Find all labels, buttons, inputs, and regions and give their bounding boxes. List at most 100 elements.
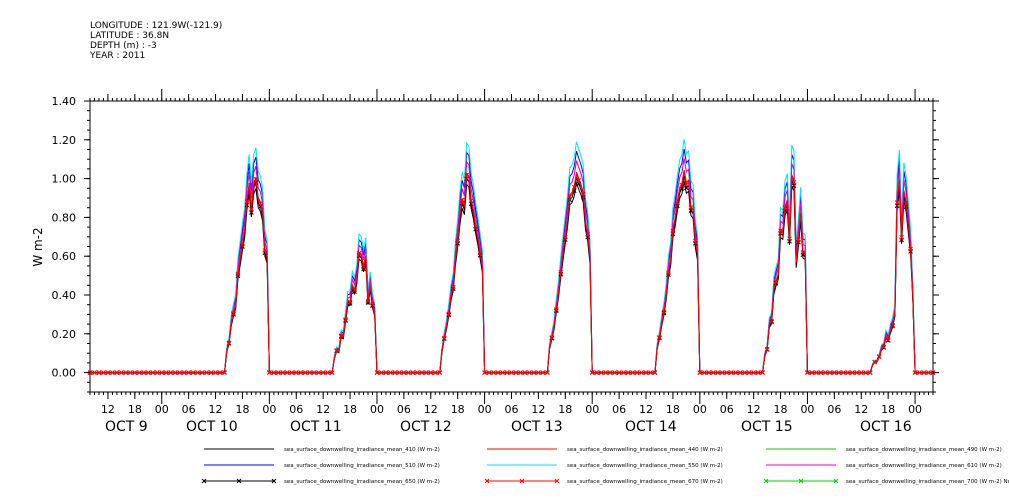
series-marker (352, 287, 357, 293)
series-marker (630, 370, 635, 375)
series-marker (222, 370, 227, 375)
series-marker (365, 298, 371, 304)
legend-marker (554, 478, 560, 484)
series-marker (145, 370, 151, 375)
y-tick-label: 0.00 (52, 367, 77, 380)
depth-text: DEPTH (m) : -3 (90, 41, 157, 51)
legend-marker (763, 478, 769, 484)
series-marker (231, 310, 236, 316)
x-tick-label: 06 (827, 403, 841, 416)
x-tick-label: 00 (370, 403, 384, 416)
series-marker (96, 370, 102, 375)
legend-label: sea_surface_downwelling_irradiance_mean_… (846, 463, 1002, 469)
series-marker (562, 234, 568, 240)
series-marker (482, 370, 487, 375)
series-marker (831, 370, 837, 375)
series-marker (334, 348, 339, 353)
series-marker (755, 370, 761, 375)
series-marker (836, 370, 842, 375)
series-marker (419, 370, 425, 375)
series-marker (796, 237, 801, 243)
series-marker (495, 370, 501, 375)
series-marker (432, 370, 438, 375)
series-marker (365, 300, 371, 305)
legend-marker (271, 478, 277, 484)
series-marker (423, 370, 429, 375)
series-marker (267, 370, 272, 375)
series-marker (132, 370, 138, 375)
series-marker (320, 370, 326, 375)
x-tick-label: 00 (693, 403, 707, 416)
series-marker (612, 370, 617, 375)
series-marker (571, 184, 577, 190)
x-day-label: OCT 15 (741, 419, 793, 435)
legend-label: sea_surface_downwelling_irradiance_mean_… (284, 447, 440, 453)
series-marker (782, 205, 788, 211)
x-tick-label: 12 (854, 403, 868, 416)
series-marker (397, 370, 402, 375)
series-marker (513, 370, 519, 375)
series-marker (885, 337, 891, 343)
series-marker (172, 370, 178, 375)
x-tick-label: 06 (505, 403, 519, 416)
y-tick-label: 0.40 (52, 289, 77, 302)
x-tick-label: 00 (585, 403, 599, 416)
series-marker (401, 370, 407, 375)
series-marker (343, 317, 348, 322)
series-marker (316, 370, 322, 375)
series-marker (670, 228, 676, 234)
legend-label: sea_surface_downwelling_irradiance_mean_… (284, 463, 440, 469)
series-marker (791, 179, 797, 185)
series-marker (921, 370, 927, 375)
series-marker (527, 370, 532, 375)
series-marker (553, 307, 559, 312)
series-marker (352, 289, 357, 295)
x-tick-label: 12 (424, 403, 438, 416)
x-day-label: OCT 11 (290, 419, 342, 435)
x-tick-label: 00 (262, 403, 276, 416)
series-marker (110, 370, 115, 375)
series-marker (661, 309, 667, 315)
series-marker (388, 370, 393, 375)
series-marker (558, 270, 564, 275)
series-marker (356, 251, 362, 256)
series-marker (823, 370, 828, 375)
series-marker (235, 271, 241, 277)
series-marker (275, 370, 281, 375)
series-marker (163, 370, 169, 375)
x-day-label: OCT 12 (400, 419, 452, 435)
series-marker (737, 370, 743, 375)
series-marker (208, 370, 214, 375)
series-marker (271, 370, 277, 375)
series-marker (504, 370, 510, 375)
series-marker (867, 370, 873, 375)
series-marker (675, 200, 680, 205)
series-marker (302, 370, 308, 375)
y-tick-label: 1.00 (52, 173, 77, 186)
series-marker (486, 370, 492, 375)
series-marker (383, 370, 389, 375)
series-marker (760, 370, 765, 375)
series-marker (540, 370, 546, 375)
x-tick-label: 18 (128, 403, 142, 416)
series-marker (585, 232, 591, 237)
series-marker (881, 344, 887, 350)
series-marker (787, 236, 792, 242)
series-marker (181, 370, 187, 375)
series-marker (150, 370, 156, 375)
series-marker (679, 182, 685, 188)
legend-marker (484, 478, 490, 484)
series-marker (410, 370, 416, 375)
series-marker (459, 197, 465, 203)
series-marker (522, 370, 528, 375)
y-tick-label: 0.80 (52, 211, 77, 224)
series-marker (625, 370, 631, 375)
legend-label: sea_surface_downwelling_irradiance_mean_… (284, 479, 440, 485)
series-marker (926, 370, 931, 375)
series-marker (329, 370, 335, 375)
series-marker (746, 370, 752, 375)
series-line (90, 171, 933, 374)
legend-label: sea_surface_downwelling_irradiance_mean_… (567, 479, 723, 485)
series-marker (370, 302, 375, 307)
